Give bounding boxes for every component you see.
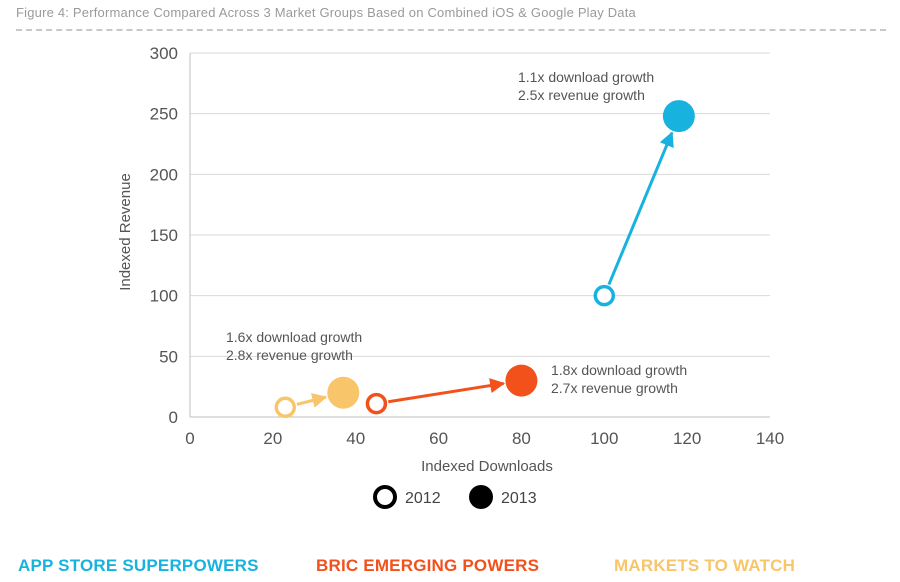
annotation-text: 2.5x revenue growth bbox=[518, 87, 645, 103]
point-2013 bbox=[327, 376, 360, 409]
title-divider bbox=[16, 29, 886, 31]
group-label-app-store-superpowers: APP STORE SUPERPOWERS bbox=[18, 556, 259, 575]
point-2012 bbox=[274, 396, 297, 419]
growth-arrow bbox=[388, 378, 506, 404]
point-2012 bbox=[365, 392, 388, 415]
y-tick-label: 50 bbox=[159, 347, 178, 366]
point-2013 bbox=[662, 100, 695, 133]
y-tick-label: 0 bbox=[169, 408, 178, 427]
x-tick-label: 140 bbox=[756, 429, 784, 448]
growth-arrow bbox=[296, 393, 328, 408]
x-tick-label: 120 bbox=[673, 429, 701, 448]
legend-label: 2012 bbox=[405, 490, 441, 507]
y-tick-label: 100 bbox=[150, 287, 178, 306]
annotations: 1.1x download growth 2.5x revenue growth 1… bbox=[226, 69, 687, 396]
chart: 0 50 100 150 200 250 300 0 20 40 60 80 100 120 140 1.1… bbox=[117, 44, 785, 509]
data-points bbox=[274, 100, 695, 419]
legend-marker-2013 bbox=[469, 485, 493, 509]
y-tick-label: 300 bbox=[150, 44, 178, 63]
x-tick-label: 20 bbox=[263, 429, 282, 448]
y-tick-label: 200 bbox=[150, 165, 178, 184]
x-axis-label: Indexed Downloads bbox=[421, 458, 553, 475]
group-label-markets-to-watch: MARKETS TO WATCH bbox=[614, 556, 796, 575]
legend-marker-2012 bbox=[373, 485, 397, 509]
annotation-text: 1.6x download growth bbox=[226, 329, 362, 345]
figure-title: Figure 4: Performance Compared Across 3 … bbox=[16, 5, 636, 20]
y-axis-label: Indexed Revenue bbox=[117, 173, 134, 291]
annotation-text: 1.8x download growth bbox=[551, 362, 687, 378]
legend-label: 2013 bbox=[501, 490, 537, 507]
x-tick-label: 40 bbox=[346, 429, 365, 448]
group-label-bric-emerging-powers: BRIC EMERGING POWERS bbox=[316, 556, 540, 575]
market-group-labels: APP STORE SUPERPOWERS BRIC EMERGING POWE… bbox=[0, 556, 900, 582]
legend: 2012 2013 bbox=[373, 485, 537, 509]
x-tick-label: 0 bbox=[185, 429, 194, 448]
axes: 0 50 100 150 200 250 300 0 20 40 60 80 100 120 140 bbox=[150, 44, 785, 448]
annotation-text: 1.1x download growth bbox=[518, 69, 654, 85]
y-tick-label: 150 bbox=[150, 226, 178, 245]
point-2013 bbox=[505, 364, 538, 397]
growth-arrows bbox=[296, 131, 674, 408]
x-tick-label: 80 bbox=[512, 429, 531, 448]
x-tick-label: 100 bbox=[590, 429, 618, 448]
annotation-text: 2.8x revenue growth bbox=[226, 347, 353, 363]
gridlines bbox=[190, 52, 770, 357]
annotation-text: 2.7x revenue growth bbox=[551, 380, 678, 396]
growth-arrow bbox=[607, 131, 674, 286]
x-tick-label: 60 bbox=[429, 429, 448, 448]
point-2012 bbox=[593, 284, 616, 307]
y-tick-label: 250 bbox=[150, 105, 178, 124]
